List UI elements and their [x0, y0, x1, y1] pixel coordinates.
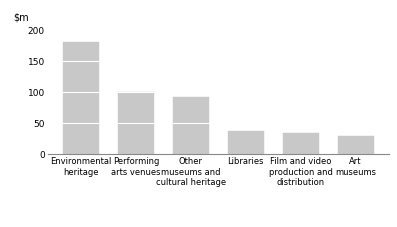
Text: $m: $m	[13, 12, 29, 22]
Bar	[118, 92, 154, 154]
Bar	[63, 42, 99, 154]
Bar	[283, 133, 319, 154]
Bar	[338, 136, 374, 154]
Bar	[173, 97, 209, 154]
Bar	[228, 131, 264, 154]
